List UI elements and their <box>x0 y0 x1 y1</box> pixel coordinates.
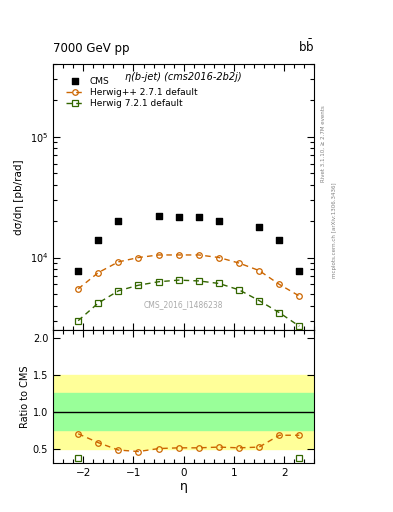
Herwig++ 2.7.1 default <box>136 254 141 261</box>
Herwig 7.2.1 default <box>96 300 101 306</box>
CMS <box>196 214 202 222</box>
Herwig 7.2.1 default <box>136 282 141 288</box>
Y-axis label: dσ/dη [pb/rad]: dσ/dη [pb/rad] <box>14 159 24 235</box>
CMS <box>256 223 262 231</box>
Line: Herwig 7.2.1 default: Herwig 7.2.1 default <box>75 278 302 329</box>
Herwig 7.2.1 default <box>257 297 261 304</box>
Herwig 7.2.1 default <box>237 287 241 293</box>
Bar <box>53 393 314 430</box>
Herwig++ 2.7.1 default <box>76 286 81 292</box>
Herwig++ 2.7.1 default <box>116 259 121 265</box>
CMS <box>176 214 182 222</box>
CMS <box>75 266 81 274</box>
Text: Rivet 3.1.10, ≥ 2.7M events: Rivet 3.1.10, ≥ 2.7M events <box>320 105 325 182</box>
Herwig++ 2.7.1 default <box>196 252 201 258</box>
Herwig 7.2.1 default <box>297 323 302 329</box>
Text: η(b-jet) (cms2016-2b2j): η(b-jet) (cms2016-2b2j) <box>125 72 242 82</box>
Herwig++ 2.7.1 default <box>277 281 281 287</box>
Herwig++ 2.7.1 default <box>257 267 261 273</box>
CMS <box>276 236 282 244</box>
X-axis label: η: η <box>180 480 188 493</box>
Line: Herwig++ 2.7.1 default: Herwig++ 2.7.1 default <box>75 252 302 299</box>
Legend: CMS, Herwig++ 2.7.1 default, Herwig 7.2.1 default: CMS, Herwig++ 2.7.1 default, Herwig 7.2.… <box>63 74 200 111</box>
CMS <box>156 212 162 220</box>
Herwig 7.2.1 default <box>196 278 201 284</box>
Text: 7000 GeV pp: 7000 GeV pp <box>53 41 130 55</box>
Herwig 7.2.1 default <box>176 277 181 283</box>
Text: b$\bar{\mathrm{b}}$: b$\bar{\mathrm{b}}$ <box>298 38 314 55</box>
Text: mcplots.cern.ch [arXiv:1306.3436]: mcplots.cern.ch [arXiv:1306.3436] <box>332 183 337 278</box>
Herwig 7.2.1 default <box>156 279 161 285</box>
CMS <box>216 217 222 225</box>
Y-axis label: Ratio to CMS: Ratio to CMS <box>20 366 30 428</box>
Herwig++ 2.7.1 default <box>297 293 302 299</box>
Herwig++ 2.7.1 default <box>176 252 181 258</box>
CMS <box>115 217 121 225</box>
CMS <box>296 266 303 274</box>
Herwig++ 2.7.1 default <box>156 252 161 258</box>
Herwig 7.2.1 default <box>76 317 81 324</box>
CMS <box>95 236 101 244</box>
Herwig 7.2.1 default <box>116 288 121 294</box>
Herwig++ 2.7.1 default <box>217 254 221 261</box>
Bar <box>53 375 314 449</box>
Herwig 7.2.1 default <box>277 310 281 316</box>
Herwig++ 2.7.1 default <box>96 269 101 275</box>
Herwig++ 2.7.1 default <box>237 260 241 266</box>
Text: CMS_2016_I1486238: CMS_2016_I1486238 <box>144 300 224 309</box>
Herwig 7.2.1 default <box>217 281 221 287</box>
